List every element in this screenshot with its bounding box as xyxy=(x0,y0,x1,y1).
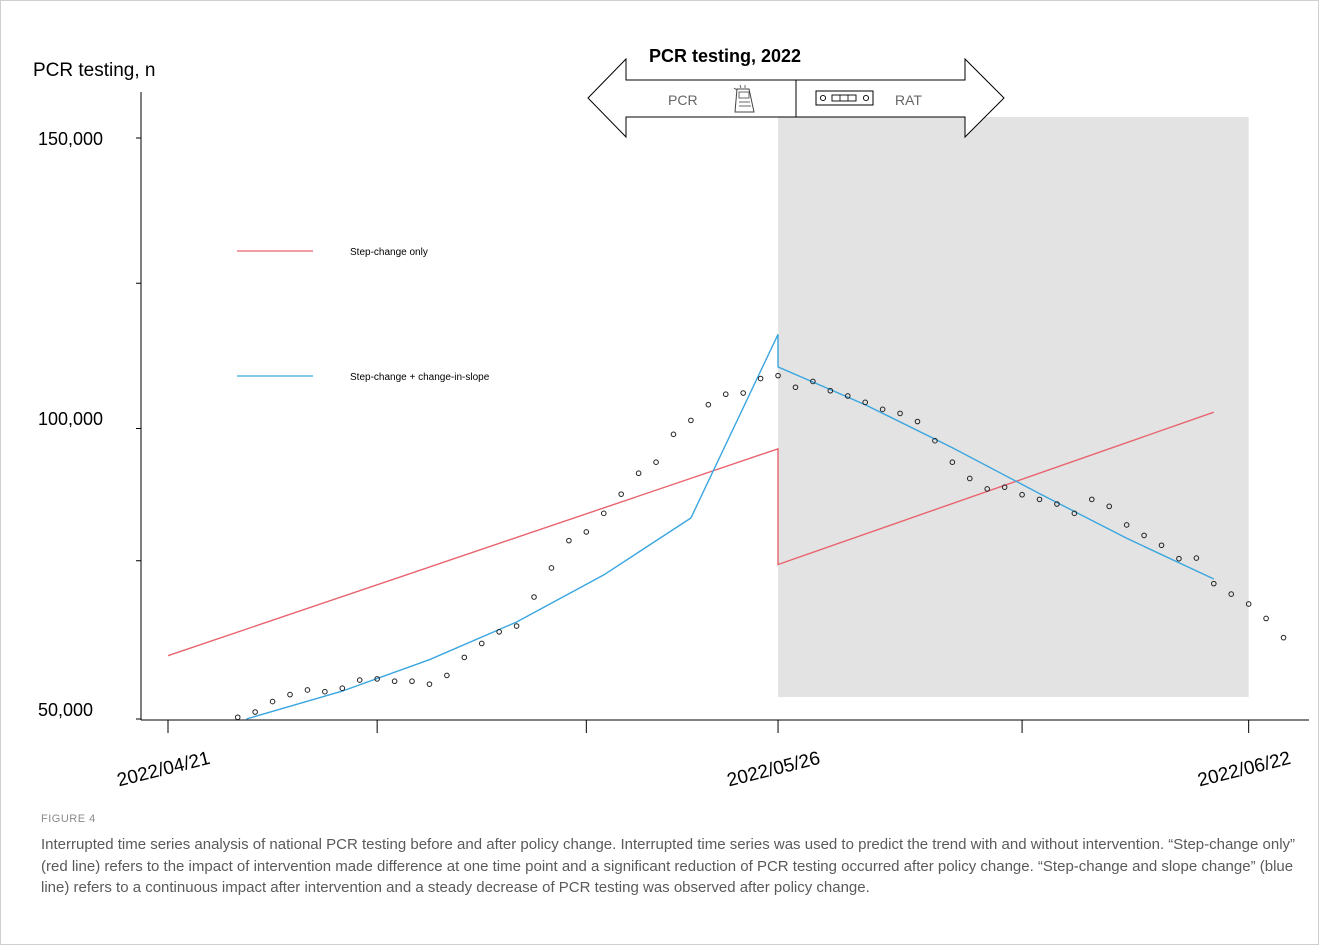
observed-point xyxy=(1193,555,1200,561)
observed-point xyxy=(269,698,276,705)
observed-point xyxy=(600,510,607,517)
observed-point xyxy=(1071,510,1078,517)
observed-point xyxy=(304,687,311,693)
observed-point xyxy=(740,390,746,396)
y-tick-label: 150,000 xyxy=(38,129,103,149)
observed-point xyxy=(1211,580,1217,587)
y-tick-label: 100,000 xyxy=(38,409,103,429)
observed-point xyxy=(810,378,816,385)
observed-point xyxy=(339,685,346,692)
y-ticks: 50,000 100,000 150,000 xyxy=(38,129,141,720)
observed-point xyxy=(322,688,328,695)
observed-point xyxy=(914,418,921,425)
observed-point xyxy=(827,387,834,394)
banner-label-rat: RAT xyxy=(895,92,922,108)
observed-point xyxy=(496,629,502,635)
observed-point xyxy=(862,399,869,406)
observed-point xyxy=(722,391,729,398)
observed-point xyxy=(1106,503,1113,510)
chart: PCR testing, n 50,000 100,000 150,000 2022… xyxy=(33,46,1309,791)
observed-point xyxy=(1280,634,1287,641)
observed-point xyxy=(409,678,415,685)
figure-caption: Interrupted time series analysis of nati… xyxy=(41,836,1296,896)
observed-point xyxy=(1088,496,1095,503)
figure-label: FIGURE 4 xyxy=(41,813,96,825)
observed-point xyxy=(1036,496,1043,503)
observed-point xyxy=(1263,615,1269,622)
observed-point xyxy=(583,529,590,535)
observed-point xyxy=(513,623,520,629)
observed-point xyxy=(705,401,712,408)
observed-point xyxy=(966,475,973,482)
series-layer xyxy=(167,334,1287,721)
legend: Step-change only Step-change + change-in… xyxy=(237,247,490,383)
observed-point xyxy=(1054,501,1060,507)
observed-point xyxy=(356,677,363,683)
y-axis-title: PCR testing, n xyxy=(33,60,156,81)
observed-point xyxy=(234,714,241,721)
x-ticks: 2022/04/21 2022/05/26 2022/06/22 xyxy=(115,720,1293,791)
observed-point xyxy=(932,437,938,444)
observed-point xyxy=(1158,542,1165,549)
observed-point xyxy=(1176,555,1182,562)
observed-point xyxy=(1228,591,1235,597)
observed-point xyxy=(548,565,555,571)
observed-point xyxy=(1019,491,1025,498)
observed-point xyxy=(775,372,781,379)
observed-point xyxy=(757,375,764,382)
policy-banner: PCR testing, 2022 PCR RAT xyxy=(587,46,1005,139)
observed-point xyxy=(1123,522,1130,528)
observed-point xyxy=(287,691,293,698)
x-tick-label: 2022/04/21 xyxy=(115,748,212,791)
banner-label-pcr: PCR xyxy=(668,92,698,108)
observed-point xyxy=(1141,532,1147,539)
legend-label-step-change-slope: Step-change + change-in-slope xyxy=(350,372,490,383)
observed-point xyxy=(566,537,572,544)
series-line-step-change-slope xyxy=(246,334,1215,720)
observed-point xyxy=(478,640,485,647)
observed-point xyxy=(444,672,450,679)
x-tick-label: 2022/06/22 xyxy=(1196,748,1293,791)
observed-point xyxy=(792,384,799,391)
observed-point xyxy=(984,486,991,492)
pcr-machine-icon xyxy=(733,84,755,113)
observed-point xyxy=(531,594,537,600)
observed-point xyxy=(374,676,380,682)
observed-point xyxy=(426,681,433,687)
series-line-step-change-only xyxy=(167,411,1215,657)
banner-title: PCR testing, 2022 xyxy=(649,46,801,66)
observed-point xyxy=(879,406,886,413)
legend-label-step-change-only: Step-change only xyxy=(350,247,428,258)
rapid-antigen-test-icon xyxy=(815,90,874,106)
observed-point xyxy=(688,417,694,424)
observed-point xyxy=(461,654,468,661)
observed-point xyxy=(844,393,851,399)
observed-point xyxy=(1001,484,1008,490)
observed-point xyxy=(252,709,258,715)
x-tick-label: 2022/05/26 xyxy=(725,748,822,791)
observed-point xyxy=(670,431,677,438)
observed-point xyxy=(618,491,624,497)
observed-points xyxy=(234,372,1287,721)
post-intervention-shaded-region xyxy=(778,117,1249,697)
y-tick-label: 50,000 xyxy=(38,700,93,720)
observed-point xyxy=(391,678,398,685)
observed-point xyxy=(653,459,659,465)
observed-point xyxy=(949,459,956,465)
observed-point xyxy=(897,410,903,417)
observed-point xyxy=(1245,601,1252,607)
observed-point xyxy=(635,470,642,477)
